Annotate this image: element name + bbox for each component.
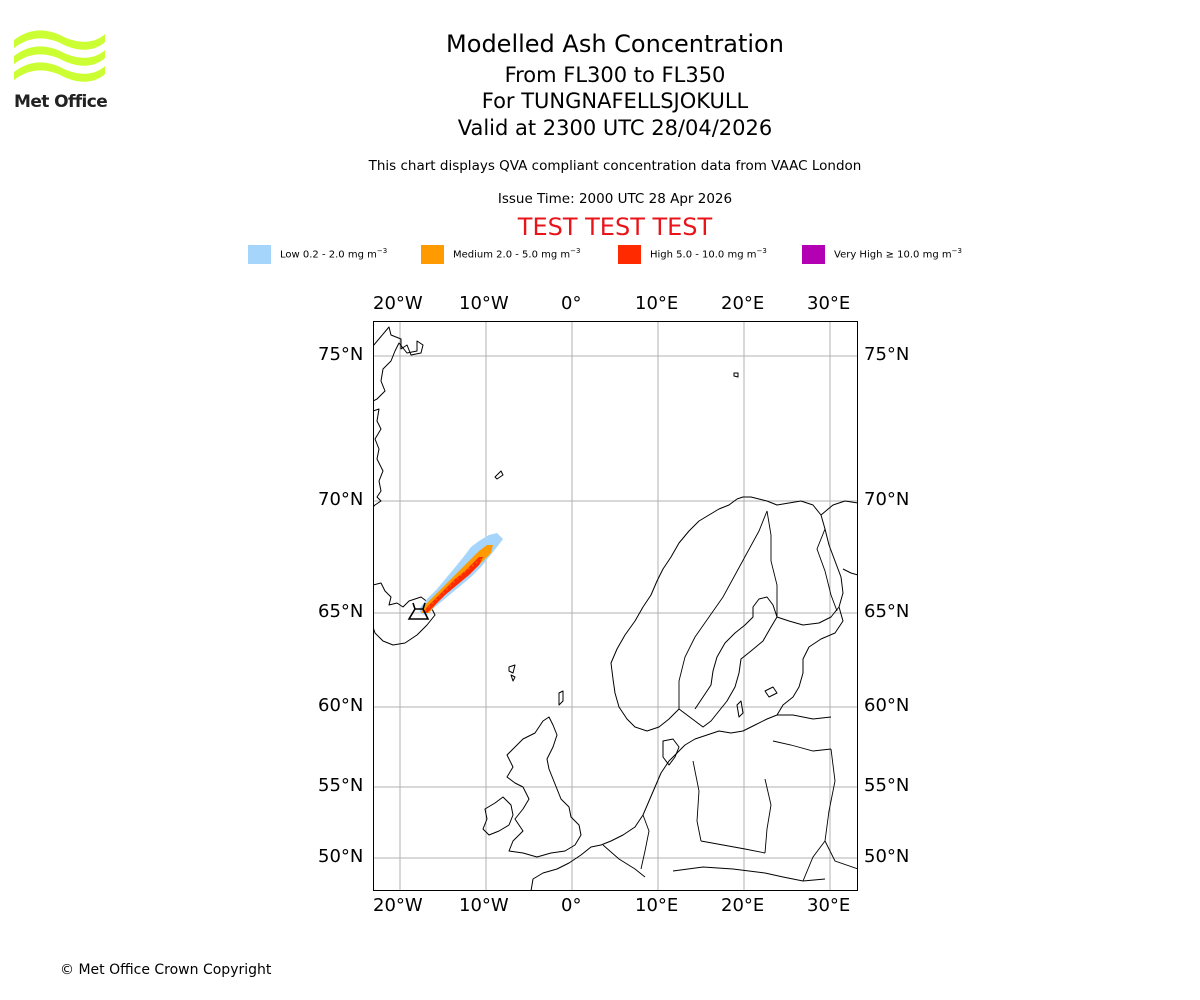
lat-label-left-50n: 50°N <box>318 846 364 867</box>
lon-label-bottom-0: 0° <box>561 895 582 916</box>
met-office-logo-icon <box>14 30 105 82</box>
border-latvia-lithuania <box>772 740 832 752</box>
volcano-name: For TUNGNAFELLSJOKULL <box>481 89 749 113</box>
coastline-faroe <box>508 664 516 682</box>
flight-level-range: From FL300 to FL350 <box>504 63 726 87</box>
lon-label-bottom-10e: 10°E <box>635 895 679 916</box>
legend-item-high: High 5.0 - 10.0 mg m−3 <box>618 244 767 264</box>
legend-label-very-high: Very High ≥ 10.0 mg m−3 <box>834 247 962 261</box>
lat-label-right-55n: 55°N <box>864 775 910 796</box>
ash-plume[interactable] <box>419 533 503 615</box>
legend-label-medium: Medium 2.0 - 5.0 mg m−3 <box>453 247 581 261</box>
lat-label-right-50n: 50°N <box>864 846 910 867</box>
lat-label-left-75n: 75°N <box>318 344 364 365</box>
border-poland-germany <box>692 760 702 842</box>
chart-title: Modelled Ash Concentration <box>446 30 784 58</box>
lon-label-top-10e: 10°E <box>635 293 679 314</box>
border-belarus <box>824 748 858 870</box>
lat-label-right-70n: 70°N <box>864 489 910 510</box>
border-ukraine <box>802 840 826 882</box>
issue-time: Issue Time: 2000 UTC 28 Apr 2026 <box>497 191 733 207</box>
lat-label-right-60n: 60°N <box>864 695 910 716</box>
lat-label-left-65n: 65°N <box>318 601 364 622</box>
legend-swatch-medium <box>421 244 444 264</box>
coastline-continent <box>530 714 778 891</box>
coastline-white-sea <box>842 568 858 576</box>
lon-label-top-30e: 30°E <box>807 293 851 314</box>
lat-label-right-65n: 65°N <box>864 601 910 622</box>
legend-label-low: Low 0.2 - 2.0 mg m−3 <box>280 247 388 261</box>
border-poland-east <box>764 778 772 854</box>
border-czech-austria <box>672 866 766 874</box>
border-germany-netherlands <box>640 814 650 870</box>
lon-label-top-0: 0° <box>561 293 582 314</box>
coastline-kola <box>820 500 858 516</box>
border-norway-sweden <box>678 510 768 709</box>
lon-label-bottom-20w: 20°W <box>373 895 423 916</box>
coastlines <box>373 326 858 891</box>
coastline-greenland <box>373 408 384 508</box>
ash-concentration-map[interactable] <box>373 321 858 891</box>
ash-plume-core <box>424 558 482 612</box>
border-belgium-france <box>602 844 646 878</box>
lat-label-right-75n: 75°N <box>864 344 910 365</box>
border-estonia-latvia <box>777 714 832 720</box>
valid-time: Valid at 2300 UTC 28/04/2026 <box>457 116 773 140</box>
coastline-denmark <box>662 738 680 766</box>
coastline-bear-island <box>733 372 739 378</box>
coastline-sweden <box>694 596 778 728</box>
lat-label-left-70n: 70°N <box>318 489 364 510</box>
legend-item-very-high: Very High ≥ 10.0 mg m−3 <box>802 244 962 264</box>
coastline-norway <box>610 498 738 732</box>
map-frame <box>373 321 858 891</box>
ash-plume-high <box>423 557 483 613</box>
border-finland-russia <box>816 528 838 612</box>
coastline-baltic-east <box>776 606 844 716</box>
coastline-iceland <box>373 582 436 646</box>
coastline-gotland <box>736 700 744 718</box>
coastline-jan-mayen <box>494 470 504 480</box>
coastline-saaremaa <box>764 686 778 698</box>
volcano-marker-icon[interactable] <box>407 602 430 620</box>
lon-label-top-20w: 20°W <box>373 293 423 314</box>
graticule <box>373 321 858 891</box>
border-sweden-finland <box>766 510 778 617</box>
border-slovakia <box>764 872 826 882</box>
legend-label-high: High 5.0 - 10.0 mg m−3 <box>650 247 767 261</box>
lon-label-top-20e: 20°E <box>721 293 765 314</box>
border-poland-czech <box>700 840 766 854</box>
lat-label-left-55n: 55°N <box>318 775 364 796</box>
country-borders <box>602 510 858 882</box>
map-background <box>373 321 858 891</box>
legend-swatch-low <box>248 244 271 264</box>
legend-item-medium: Medium 2.0 - 5.0 mg m−3 <box>421 244 580 264</box>
lon-label-bottom-10w: 10°W <box>459 895 509 916</box>
copyright-notice: © Met Office Crown Copyright <box>60 962 272 978</box>
lat-label-left-60n: 60°N <box>318 695 364 716</box>
chart-description: This chart displays QVA compliant concen… <box>368 158 862 174</box>
lon-label-top-10w: 10°W <box>459 293 509 314</box>
coastline-greenland-north <box>373 326 424 402</box>
coastline-shetland <box>558 690 564 706</box>
lon-label-bottom-20e: 20°E <box>721 895 765 916</box>
test-banner: TEST TEST TEST <box>517 213 713 241</box>
met-office-logo-text: Met Office <box>14 92 108 112</box>
legend-swatch-high <box>618 244 641 264</box>
coastline-ireland <box>482 796 514 836</box>
legend-item-low: Low 0.2 - 2.0 mg m−3 <box>248 244 387 264</box>
lon-label-bottom-30e: 30°E <box>807 895 851 916</box>
coastline-great-britain <box>506 716 582 858</box>
legend-swatch-very-high <box>802 244 825 264</box>
